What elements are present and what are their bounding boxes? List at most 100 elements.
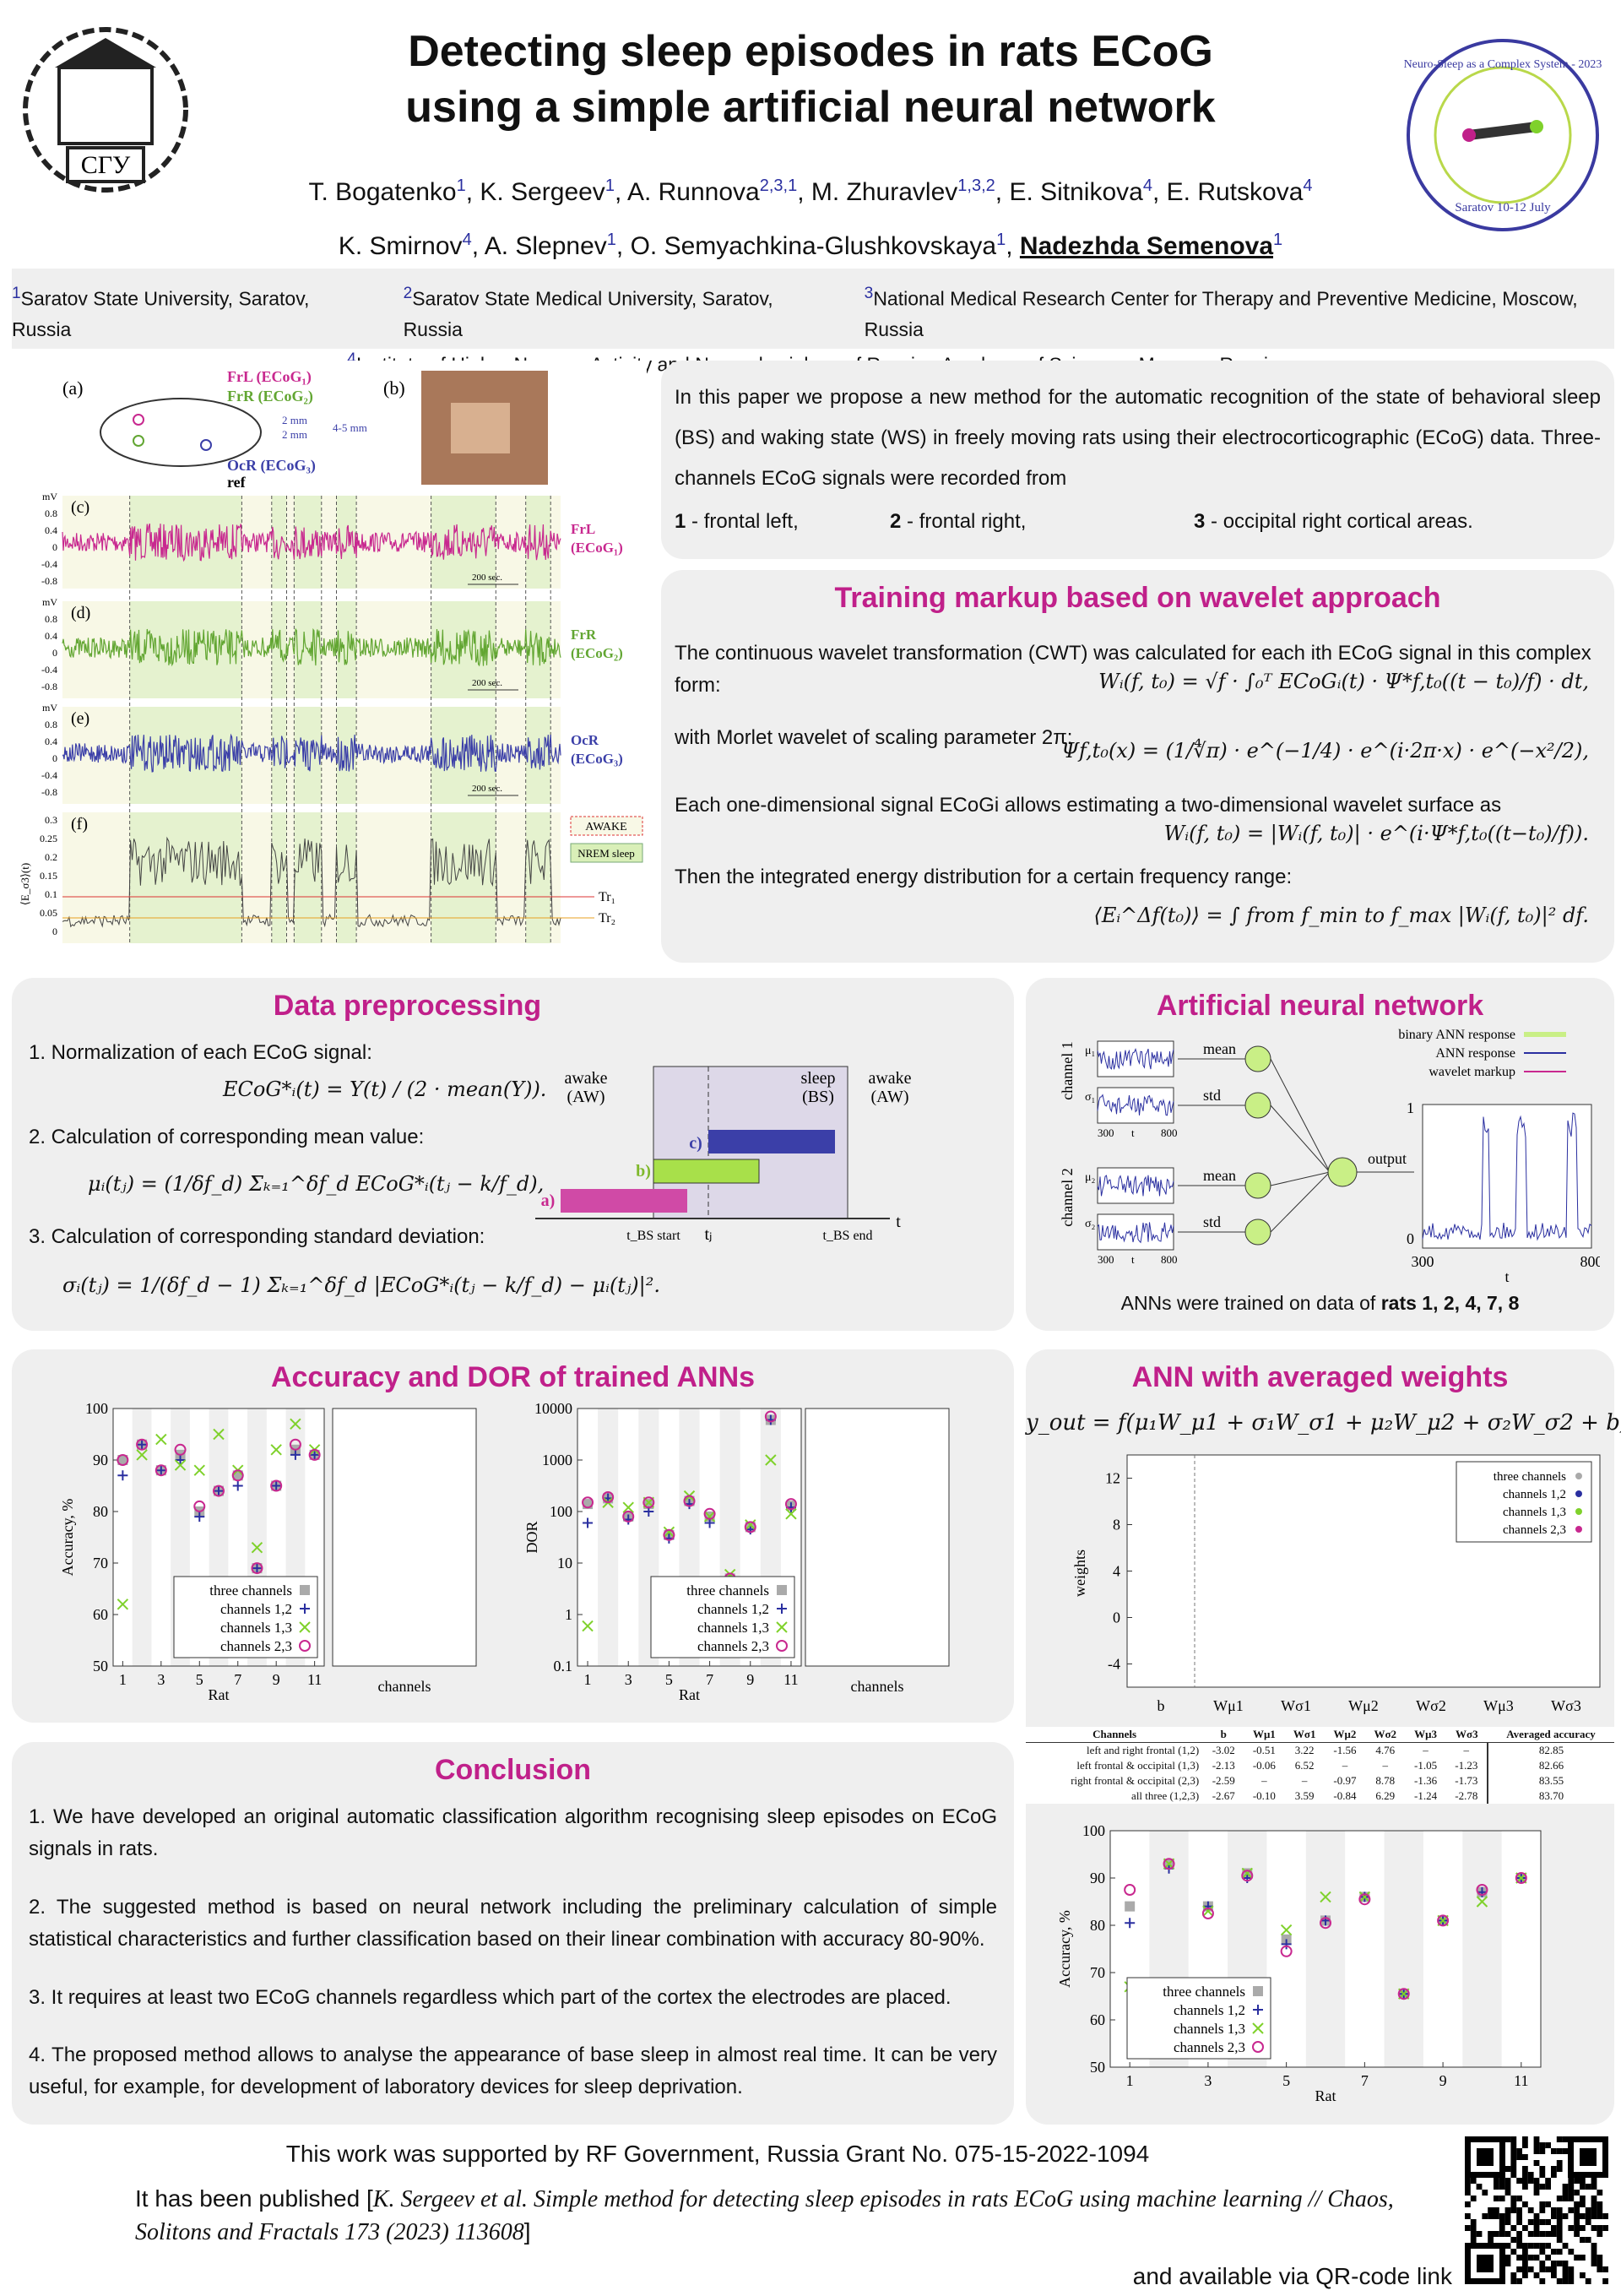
label: (c) bbox=[71, 498, 89, 517]
qr-cell bbox=[1539, 2249, 1546, 2255]
y-tick-label: 60 bbox=[1090, 2011, 1105, 2028]
label: channel 2 bbox=[1059, 1168, 1076, 1226]
qr-finder bbox=[1477, 2255, 1494, 2272]
qr-cell bbox=[1539, 2231, 1546, 2237]
label: 0.1 bbox=[45, 888, 57, 900]
point bbox=[703, 1511, 716, 1523]
x-tick-label: 11 bbox=[1514, 2072, 1528, 2089]
qr-cell bbox=[1516, 2207, 1522, 2213]
x-tick-label: 7 bbox=[706, 1671, 713, 1688]
label: b) bbox=[636, 1162, 651, 1181]
qr-cell bbox=[1539, 2201, 1546, 2207]
qr-cell bbox=[1591, 2184, 1597, 2190]
point bbox=[602, 1490, 615, 1503]
author-line: K. Smirnov4, A. Slepnev1, O. Semyachkina… bbox=[338, 231, 1283, 260]
label: 0 bbox=[1407, 1230, 1414, 1247]
legend-label: channels 1,3 bbox=[697, 1620, 769, 1636]
qr-cell bbox=[1522, 2261, 1528, 2266]
mini-signal bbox=[1097, 1222, 1174, 1244]
qr-cell bbox=[1499, 2219, 1505, 2225]
point bbox=[155, 1464, 167, 1477]
label: 0.4 bbox=[45, 630, 57, 642]
y-tick-label: 50 bbox=[93, 1658, 108, 1675]
pub-prefix: It has been published [ bbox=[135, 2185, 373, 2212]
formula: Wᵢ(f, t₀) = |Wᵢ(f, t₀)| · e^(i·Ψ*f,t₀((t… bbox=[1163, 822, 1589, 845]
cell: -1.56 bbox=[1333, 1744, 1357, 1756]
averaged-box: ANN with averaged weights y_out = f(μ₁W_… bbox=[1026, 1349, 1621, 2125]
legend-label: three channels bbox=[686, 1582, 769, 1599]
box-panel bbox=[332, 1408, 477, 1667]
item-num: 1 bbox=[675, 510, 686, 533]
qr-cell bbox=[1597, 2201, 1603, 2207]
cell: -1.73 bbox=[1455, 1774, 1478, 1787]
box-panel bbox=[805, 1408, 950, 1667]
y-tick-label: 1000 bbox=[542, 1452, 572, 1468]
label: 800 bbox=[1580, 1253, 1601, 1270]
qr-cell bbox=[1510, 2166, 1517, 2172]
qr-cell bbox=[1602, 2266, 1608, 2272]
weights-table: Channels b Wμ1 Wσ1 Wμ2 Wσ2 Wμ3 Wσ3 Averaged accu… bbox=[1026, 1727, 1614, 1804]
qr-cell bbox=[1591, 2261, 1597, 2266]
window-c bbox=[708, 1130, 835, 1153]
intro-item: 3 - occipital right cortical areas. bbox=[1194, 506, 1599, 538]
publication: It has been published [K. Sergeev et al.… bbox=[135, 2183, 1452, 2249]
heading: ANN with averaged weights bbox=[1131, 1361, 1509, 1393]
qr-cell bbox=[1533, 2231, 1540, 2237]
label: (d) bbox=[71, 604, 90, 622]
y-tick-label: 90 bbox=[93, 1452, 108, 1468]
aff-num: 1 bbox=[12, 285, 21, 302]
x-axis-label: Rat bbox=[1315, 2087, 1336, 2104]
label: 0.4 bbox=[45, 524, 57, 536]
formula: μᵢ(tⱼ) = (1/δf_d) Σₖ₌₁^δf_d ECoG*ᵢ(tⱼ − … bbox=[88, 1172, 545, 1196]
title: Detecting sleep episodes in rats ECoG us… bbox=[253, 24, 1368, 135]
qr-cell bbox=[1580, 2225, 1586, 2231]
qr-cell bbox=[1574, 2178, 1580, 2184]
qr-cell bbox=[1533, 2243, 1540, 2249]
point bbox=[251, 1541, 263, 1554]
point bbox=[175, 1455, 186, 1465]
qr-cell bbox=[1527, 2243, 1534, 2249]
header-cell: Wσ2 bbox=[1365, 1727, 1406, 1743]
qr-cell bbox=[1516, 2255, 1522, 2261]
author-sup: 4 bbox=[1303, 176, 1313, 195]
qr-cell bbox=[1602, 2278, 1608, 2284]
label: NREM sleep bbox=[577, 847, 635, 860]
cell: 4.76 bbox=[1375, 1744, 1396, 1756]
qr-cell bbox=[1597, 2261, 1603, 2266]
point bbox=[784, 1498, 797, 1511]
qr-cell bbox=[1580, 2255, 1586, 2261]
mini-plot bbox=[1097, 1167, 1174, 1204]
label: mean bbox=[1203, 1040, 1236, 1057]
sleep-interval bbox=[431, 812, 496, 943]
qr-cell bbox=[1602, 2225, 1608, 2231]
ann-box: Artificial neural network channel 1 μ₁ σ₁ m… bbox=[1026, 978, 1614, 1331]
qr-cell bbox=[1510, 2160, 1517, 2166]
trace bbox=[62, 627, 561, 667]
qr-cell bbox=[1562, 2243, 1569, 2249]
qr-cell bbox=[1580, 2201, 1586, 2207]
label: μ₁ bbox=[1085, 1045, 1095, 1057]
header-cell: Wμ2 bbox=[1324, 1727, 1366, 1743]
label: 0 bbox=[52, 925, 57, 937]
point bbox=[683, 1495, 696, 1507]
qr-cell bbox=[1510, 2136, 1517, 2142]
stripe bbox=[1462, 1831, 1502, 2067]
qr-cell bbox=[1465, 2225, 1471, 2231]
point bbox=[252, 1563, 263, 1574]
table-row: left frontal & occipital (1,3) -2.13 -0.06… bbox=[1026, 1758, 1614, 1773]
qr-cell bbox=[1562, 2190, 1569, 2196]
legend-marker bbox=[1575, 1473, 1582, 1479]
label: mean bbox=[1203, 1167, 1236, 1184]
qr-cell bbox=[1533, 2136, 1540, 2142]
author: K. Sergeev bbox=[480, 178, 605, 206]
label: (e) bbox=[71, 709, 89, 728]
label: 4-5 mm bbox=[333, 421, 367, 434]
qr-cell bbox=[1574, 2219, 1580, 2225]
qr-cell bbox=[1522, 2136, 1528, 2142]
support: This work was supported by RF Government… bbox=[285, 2141, 1150, 2167]
x-axis-label: Rat bbox=[209, 1686, 230, 1703]
qr-cell bbox=[1533, 2142, 1540, 2148]
qr-cell bbox=[1476, 2184, 1483, 2190]
